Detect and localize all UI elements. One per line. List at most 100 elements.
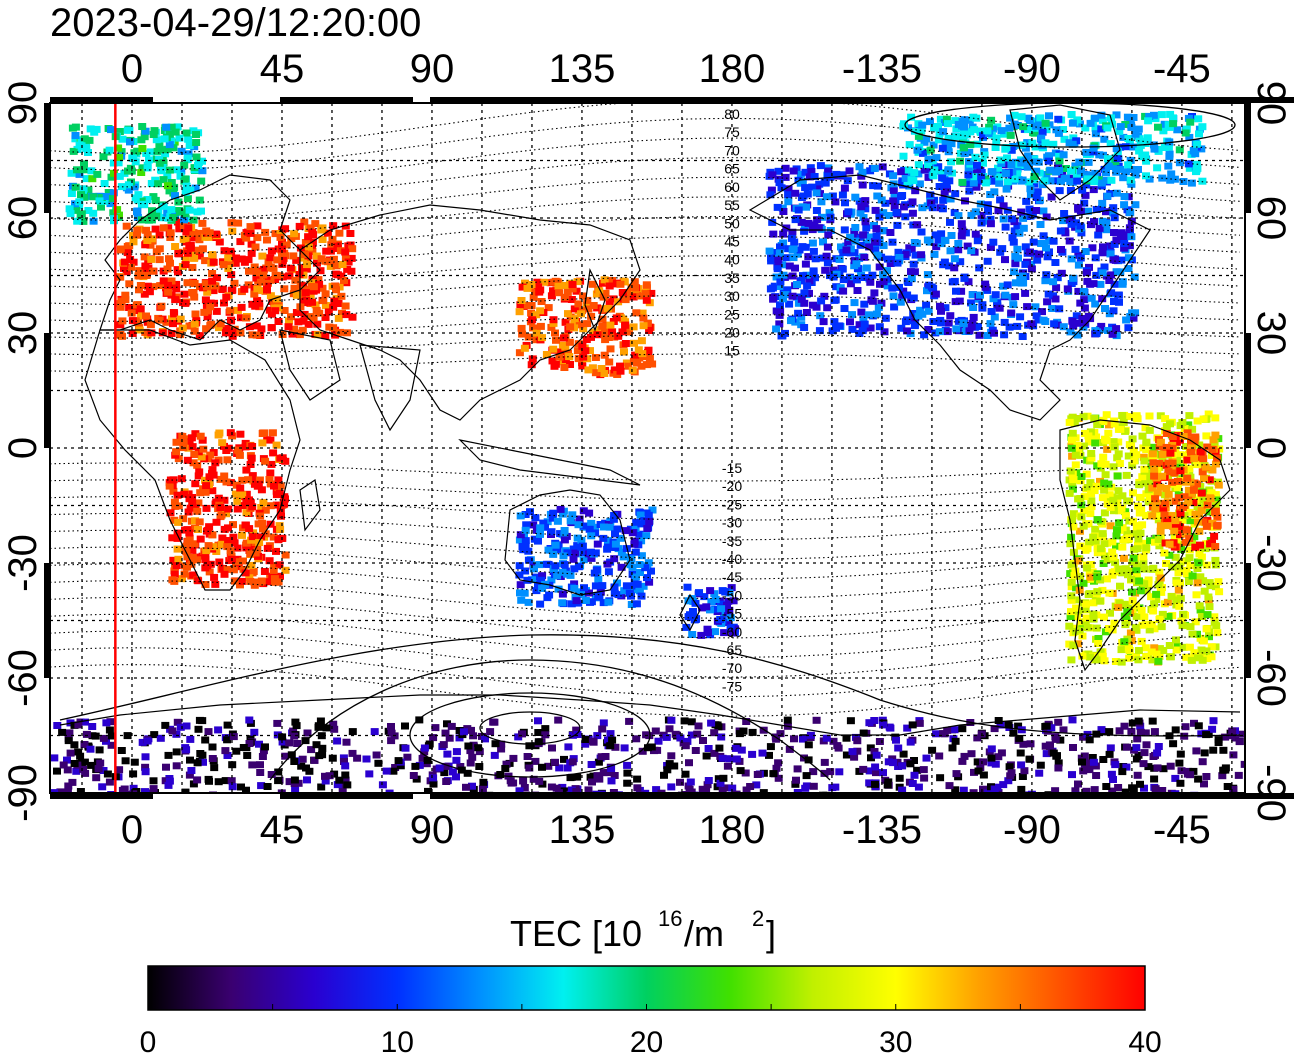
tec-cell [229,533,238,541]
tec-cell [327,241,336,249]
tec-cell [653,746,662,754]
tec-cell [191,184,200,192]
tec-cell [920,138,929,146]
tec-cell [875,323,884,331]
tec-cell [1176,558,1185,566]
tec-cell [225,258,234,266]
tec-data-layer [50,110,1245,793]
tec-cell [227,271,236,279]
longitude-label-bottom: 90 [410,808,455,852]
tec-cell [167,315,176,323]
tec-cell [149,283,158,291]
tec-cell [391,764,400,771]
tec-cell [1129,517,1137,525]
tec-cell [201,736,210,744]
tec-cell [853,747,862,755]
tec-cell [785,745,794,753]
tec-cell [1006,114,1015,122]
tec-cell [117,747,126,754]
tec-cell [1075,586,1084,594]
tec-cell [890,193,899,200]
tec-cell [812,716,821,724]
tec-cell [852,233,860,241]
tec-cell [1213,521,1222,529]
tec-cell [593,331,602,339]
tec-cell [973,161,981,169]
tec-cell [558,568,567,576]
tec-cell [321,314,330,321]
tec-cell [1199,496,1208,504]
tec-cell [1165,642,1174,649]
tec-cell [281,225,290,233]
tec-cell [1203,443,1212,451]
tec-cell [767,186,776,194]
tec-cell [1158,610,1167,618]
tec-cell [1036,761,1045,769]
tec-cell [76,211,85,219]
tec-cell [1054,759,1063,767]
tec-cell [171,296,180,304]
tec-cell [258,252,267,260]
tec-cell [667,716,676,724]
tec-cell [637,552,646,560]
tec-cell [724,619,733,626]
tec-cell [568,731,577,739]
tec-cell [336,247,345,255]
magnetic-latitude-line [50,512,1241,541]
tec-cell [1144,763,1153,771]
tec-cell [1163,598,1172,606]
tec-cell [184,444,193,452]
tec-cell [288,330,297,338]
tec-cell [524,556,533,564]
tec-cell [602,327,610,335]
tec-cell [1140,465,1149,473]
tec-cell [290,230,299,238]
tec-cell [703,781,712,789]
tec-cell [287,235,296,243]
tec-cell [784,245,793,253]
magnetic-latitude-line [50,479,1241,502]
tec-cell [850,753,859,761]
longitude-label-top: 180 [699,47,766,91]
tec-cell [1082,470,1091,478]
tec-cell [1198,177,1207,185]
tec-cell [170,498,179,506]
tec-cell [1140,580,1149,588]
tec-cell [523,576,532,584]
tec-cell [1202,522,1211,530]
tec-cell [1124,644,1133,652]
tec-cell [151,196,160,204]
tec-cell [165,166,174,174]
tec-cell [146,213,155,221]
tec-cell [259,271,268,279]
tec-cell [964,164,973,172]
magnetic-latitude-label: 30 [724,288,740,304]
tec-cell [1150,775,1159,783]
tec-cell [194,472,203,480]
tec-cell [1101,552,1110,560]
tec-cell [820,758,829,766]
tec-cell [699,737,707,744]
tec-cell [776,301,784,309]
tec-cell [253,234,262,242]
tec-cell [1142,512,1151,519]
tec-cell [584,786,593,793]
tec-cell [1214,481,1223,489]
tec-cell [246,223,255,231]
tec-cell [1080,319,1089,327]
tec-cell [1190,649,1199,657]
tec-cell [772,764,781,772]
tec-cell [348,749,357,757]
tec-cell [1082,614,1091,622]
tec-cell [129,770,138,778]
tec-cell [530,565,538,573]
tec-cell [832,283,841,291]
tec-cell [1110,229,1118,236]
magnetic-latitude-line [50,630,1241,678]
tec-cell [1077,229,1086,237]
tec-cell [554,282,563,290]
tec-cell [1195,130,1203,138]
tec-cell [1157,111,1166,119]
tec-cell [573,773,582,781]
tec-cell [994,207,1003,215]
